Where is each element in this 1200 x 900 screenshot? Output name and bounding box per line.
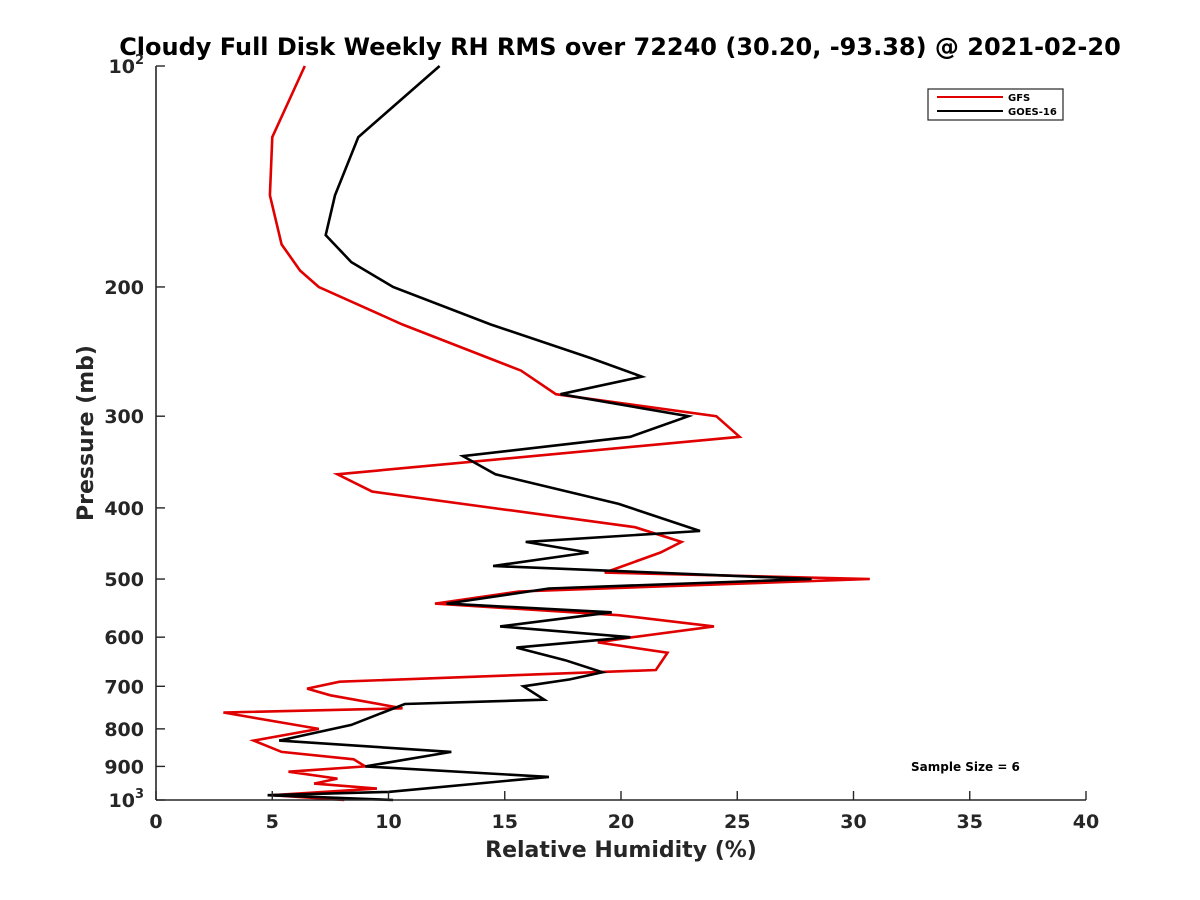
legend-label-goes16: GOES-16 (1008, 107, 1057, 118)
y-tick-label: 200 (104, 277, 144, 299)
y-tick-label: 600 (104, 627, 144, 649)
x-tick-label: 5 (266, 811, 279, 833)
y-tick-label: 500 (104, 569, 144, 591)
x-tick-label: 25 (724, 811, 750, 833)
x-tick-label: 35 (957, 811, 983, 833)
series-line-gfs (223, 65, 870, 802)
x-tick-label: 15 (492, 811, 518, 833)
x-tick-label: 30 (840, 811, 866, 833)
legend-box (927, 88, 1064, 121)
y-tick-label: 300 (104, 406, 144, 428)
y-tick-label: 103 (109, 787, 145, 812)
series-layer (223, 65, 870, 802)
legend: GFS GOES-16 (927, 88, 1064, 121)
sample-size-annotation: Sample Size = 6 (911, 760, 1020, 774)
series-line-goes16 (267, 65, 812, 802)
plot-area: 0 5 10 15 20 25 30 35 40 102 200 300 400 500 600 700 80… (104, 53, 1099, 833)
x-tick-label: 10 (375, 811, 401, 833)
y-ticks: 102 200 300 400 500 600 700 800 900 103 (104, 53, 165, 812)
y-tick-label: 900 (104, 756, 144, 778)
y-tick-label: 400 (104, 498, 144, 520)
x-tick-label: 40 (1073, 811, 1099, 833)
legend-label-gfs: GFS (1008, 93, 1030, 104)
y-axis-label: Pressure (mb) (74, 345, 99, 521)
y-tick-label: 700 (104, 676, 144, 698)
x-tick-label: 0 (149, 811, 162, 833)
chart-title: Cloudy Full Disk Weekly RH RMS over 7224… (119, 33, 1121, 61)
x-axis-label: Relative Humidity (%) (485, 838, 757, 863)
y-tick-label: 102 (109, 53, 145, 78)
x-tick-label: 20 (608, 811, 634, 833)
x-ticks: 0 5 10 15 20 25 30 35 40 (149, 791, 1099, 833)
y-tick-label: 800 (104, 719, 144, 741)
